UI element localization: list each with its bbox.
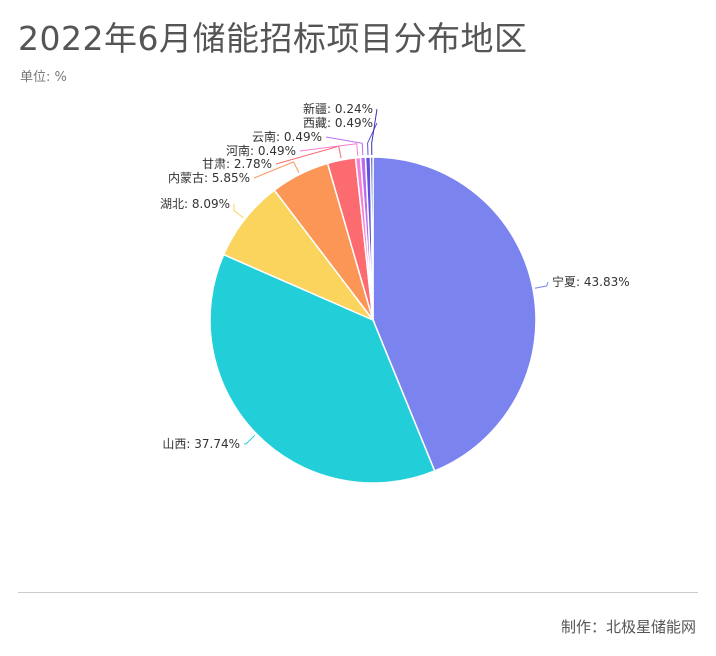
unit-label: 单位: % [20, 70, 67, 85]
slice-label-河南: 河南: 0.49% [226, 143, 296, 158]
slice-label-西藏: 西藏: 0.49% [303, 116, 373, 130]
leader-line-内蒙古 [253, 161, 300, 179]
leader-line-河南 [299, 143, 359, 156]
slice-label-山西: 山西: 37.74% [162, 437, 240, 451]
footer-credit: 制作：北极星储能网 [560, 618, 696, 636]
pie-slice-新疆 [369, 156, 374, 321]
leader-line-云南 [325, 136, 364, 156]
leader-line-湖北 [233, 203, 244, 219]
pie-chart: 宁夏: 43.83% 山西: 37.74% 湖北: 8.09% 内蒙古: 5.85%甘… [160, 101, 630, 484]
slice-label-内蒙古: 内蒙古: 5.85% [168, 170, 250, 185]
pie-slice-山西 [209, 253, 436, 484]
slice-label-宁夏: 宁夏: 43.83% [552, 274, 630, 289]
leader-line-新疆 [371, 108, 378, 156]
slice-label-甘肃: 甘肃: 2.78% [202, 157, 272, 171]
slice-label-新疆: 新疆: 0.24% [303, 101, 373, 116]
footer-divider [18, 592, 698, 593]
slice-label-云南: 云南: 0.49% [252, 129, 322, 144]
slice-label-湖北: 湖北: 8.09% [160, 196, 230, 211]
chart-title: 2022年6月储能招标项目分布地区 [18, 19, 528, 58]
leader-line-山西 [243, 434, 256, 445]
leader-line-宁夏 [534, 281, 549, 289]
pie-slice-宁夏 [372, 156, 537, 472]
